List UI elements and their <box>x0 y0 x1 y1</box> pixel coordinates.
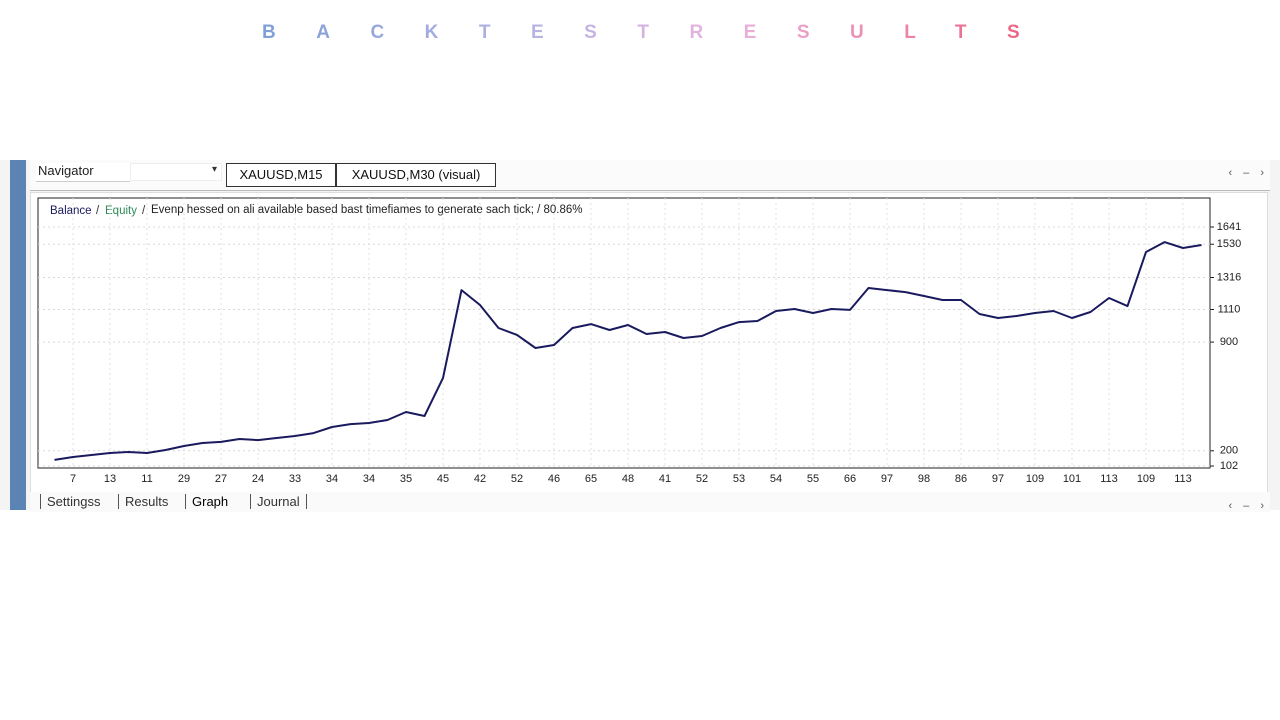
chart-tab[interactable]: XAUUSD,M15 <box>226 163 336 187</box>
y-tick-label: 200 <box>1220 445 1238 457</box>
y-tick-label: 1530 <box>1217 238 1241 250</box>
scroll-arrows[interactable]: ‹ – › <box>1228 500 1268 512</box>
x-tick-label: 52 <box>511 473 523 485</box>
bottom-tab[interactable]: Journal <box>250 494 307 509</box>
x-tick-label: 7 <box>70 473 76 485</box>
x-tick-label: 66 <box>844 473 856 485</box>
x-tick-label: 109 <box>1137 473 1155 485</box>
balance-line <box>54 241 1202 461</box>
y-tick-label: 102 <box>1220 460 1238 472</box>
x-tick-label: 55 <box>807 473 819 485</box>
x-tick-label: 97 <box>881 473 893 485</box>
x-tick-label: 34 <box>326 473 338 485</box>
legend-equity: Equity <box>105 205 137 217</box>
x-tick-label: 42 <box>474 473 486 485</box>
x-tick-label: 13 <box>104 473 116 485</box>
scroll-arrows[interactable]: ‹ – › <box>1228 167 1268 179</box>
legend-separator: / <box>142 205 146 217</box>
navigator-label[interactable]: Navigator <box>36 163 130 182</box>
legend-balance: Balance <box>50 205 92 217</box>
test-info: Evenp hessed on ali available based bast… <box>151 204 583 216</box>
x-tick-label: 24 <box>252 473 264 485</box>
x-tick-label: 48 <box>622 473 634 485</box>
x-tick-label: 33 <box>289 473 301 485</box>
x-tick-label: 109 <box>1026 473 1044 485</box>
x-tick-label: 41 <box>659 473 671 485</box>
symbol-dropdown[interactable] <box>130 163 222 181</box>
x-tick-label: 86 <box>955 473 967 485</box>
x-tick-label: 97 <box>992 473 1004 485</box>
x-tick-label: 113 <box>1100 473 1118 485</box>
x-tick-label: 27 <box>215 473 227 485</box>
x-tick-label: 45 <box>437 473 449 485</box>
x-tick-label: 53 <box>733 473 745 485</box>
x-tick-label: 35 <box>400 473 412 485</box>
x-tick-label: 52 <box>696 473 708 485</box>
y-tick-label: 1110 <box>1218 303 1241 315</box>
plot-frame <box>37 197 1211 469</box>
x-tick-label: 65 <box>585 473 597 485</box>
x-tick-label: 11 <box>141 473 152 485</box>
bottom-tab[interactable]: Settingss <box>40 494 106 509</box>
x-tick-label: 101 <box>1063 473 1081 485</box>
chart-tab[interactable]: XAUUSD,M30 (visual) <box>336 163 496 187</box>
bottom-tab-bar <box>30 492 1270 512</box>
bottom-tab[interactable]: Graph <box>185 494 234 509</box>
x-tick-label: 113 <box>1174 473 1192 485</box>
x-tick-label: 34 <box>363 473 375 485</box>
x-tick-label: 54 <box>770 473 782 485</box>
x-tick-label: 98 <box>918 473 930 485</box>
y-tick-label: 900 <box>1220 336 1238 348</box>
page-heading: BACKTESTRESULTS <box>262 22 1061 43</box>
x-tick-label: 46 <box>548 473 560 485</box>
bottom-tab[interactable]: Results <box>118 494 174 509</box>
legend-separator: / <box>96 205 100 217</box>
y-tick-label: 1641 <box>1217 221 1241 233</box>
x-tick-label: 29 <box>178 473 190 485</box>
side-bar <box>10 160 26 510</box>
y-tick-label: 1316 <box>1217 271 1241 283</box>
